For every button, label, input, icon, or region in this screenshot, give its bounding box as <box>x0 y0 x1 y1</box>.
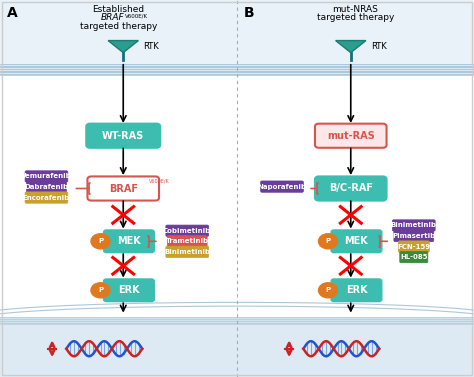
FancyBboxPatch shape <box>398 241 429 252</box>
Text: Binimetinib: Binimetinib <box>391 222 437 228</box>
Text: Naporafenib: Naporafenib <box>257 184 307 190</box>
Text: P: P <box>326 238 330 244</box>
Text: P: P <box>326 287 330 293</box>
Text: Encorafenib: Encorafenib <box>23 195 70 201</box>
Text: Established: Established <box>92 5 145 14</box>
FancyBboxPatch shape <box>315 124 387 148</box>
Text: BRAF: BRAF <box>109 184 138 193</box>
FancyBboxPatch shape <box>86 124 160 148</box>
FancyBboxPatch shape <box>104 230 155 253</box>
Text: Vemurafenib: Vemurafenib <box>21 173 72 179</box>
Circle shape <box>319 234 337 249</box>
Text: ERK: ERK <box>118 285 140 295</box>
FancyBboxPatch shape <box>27 181 66 193</box>
Bar <box>0 0 474 64</box>
Text: Binimetinib: Binimetinib <box>164 249 210 255</box>
FancyBboxPatch shape <box>394 230 434 242</box>
Text: targeted therapy: targeted therapy <box>317 13 394 22</box>
Text: P: P <box>98 238 103 244</box>
Bar <box>0 317 474 324</box>
Text: MEK: MEK <box>345 236 368 246</box>
Text: mut-NRAS: mut-NRAS <box>333 5 378 14</box>
Circle shape <box>91 283 110 298</box>
Polygon shape <box>108 41 138 53</box>
Text: BRAF: BRAF <box>100 13 124 22</box>
Text: ERK: ERK <box>346 285 367 295</box>
Circle shape <box>91 234 110 249</box>
FancyBboxPatch shape <box>392 220 435 231</box>
Text: targeted therapy: targeted therapy <box>80 22 157 31</box>
Text: mut-RAS: mut-RAS <box>327 131 374 141</box>
Text: B/C-RAF: B/C-RAF <box>329 184 373 193</box>
Bar <box>0 317 474 377</box>
Bar <box>0 75 474 317</box>
FancyBboxPatch shape <box>331 230 382 253</box>
Polygon shape <box>336 41 366 53</box>
Text: FCN-159: FCN-159 <box>397 244 430 250</box>
FancyBboxPatch shape <box>166 246 209 257</box>
FancyBboxPatch shape <box>331 279 382 302</box>
Text: HL-085: HL-085 <box>400 254 428 260</box>
FancyBboxPatch shape <box>25 192 68 203</box>
FancyBboxPatch shape <box>315 176 387 201</box>
Text: WT-RAS: WT-RAS <box>102 131 145 141</box>
Text: Dabrafenib: Dabrafenib <box>24 184 69 190</box>
Text: B: B <box>244 6 255 20</box>
FancyBboxPatch shape <box>104 279 155 302</box>
Text: RTK: RTK <box>143 42 159 51</box>
Circle shape <box>319 283 337 298</box>
Text: P: P <box>98 287 103 293</box>
Text: Trametinib: Trametinib <box>166 238 209 244</box>
Text: Pimasertib: Pimasertib <box>392 233 436 239</box>
FancyBboxPatch shape <box>400 251 428 263</box>
FancyBboxPatch shape <box>87 176 159 201</box>
Text: V600E/K: V600E/K <box>125 13 148 18</box>
FancyBboxPatch shape <box>166 225 209 236</box>
Text: MEK: MEK <box>117 236 141 246</box>
FancyBboxPatch shape <box>167 236 207 247</box>
FancyBboxPatch shape <box>261 181 303 192</box>
Text: Cobimetinib: Cobimetinib <box>163 228 211 234</box>
Text: V600E/K: V600E/K <box>149 178 170 183</box>
Text: RTK: RTK <box>371 42 386 51</box>
Bar <box>0 64 474 75</box>
Text: A: A <box>7 6 18 20</box>
FancyBboxPatch shape <box>25 171 68 182</box>
